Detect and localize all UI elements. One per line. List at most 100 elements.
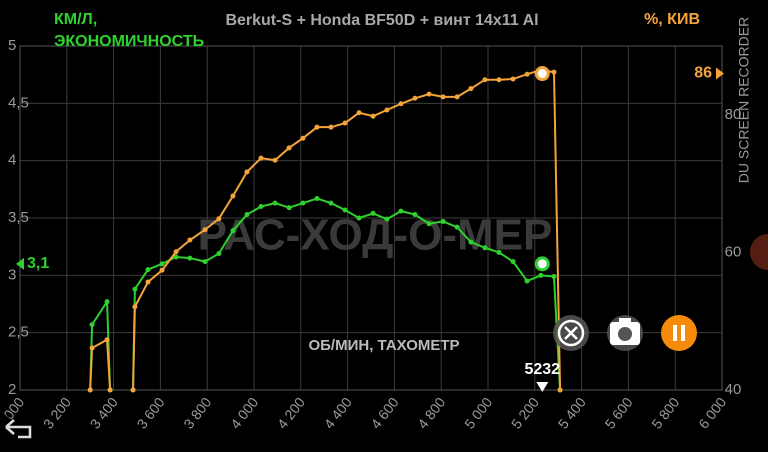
y-tick-label: 4,5 [8,94,29,111]
back-button[interactable] [5,419,32,439]
data-point [258,204,264,210]
data-point [328,200,334,206]
data-point [187,237,193,243]
data-point [496,249,502,255]
pause-bar [673,325,677,341]
data-point [551,273,557,279]
y-reading-arrow [16,257,24,270]
data-point [202,259,208,265]
data-point [244,169,250,175]
data-point [300,200,306,206]
data-point [89,322,95,328]
data-point [300,135,306,141]
camera-top [619,318,631,324]
data-point [132,286,138,292]
data-point [314,196,320,202]
data-point [384,216,390,222]
camera-lens [618,327,632,341]
data-point [440,218,446,224]
y2-tick-label: 80 [725,106,742,123]
close-button[interactable] [553,315,589,351]
data-point [482,77,488,83]
data-point [342,207,348,213]
cursor-label: 5232 [524,361,560,378]
data-point [551,69,557,75]
data-point [538,272,544,278]
x-axis-label: ОБ/МИН, ТАХОМЕТР [308,337,459,354]
data-point [159,267,165,273]
y2-reading-arrow [716,67,724,80]
data-point [187,255,193,261]
pause-bg [661,315,697,351]
data-point [145,267,151,273]
cursor-arrow [536,382,549,392]
data-point [104,337,110,343]
data-point [342,120,348,126]
data-point [272,200,278,206]
y2-reading-label: 86 [694,65,712,82]
data-point [286,205,292,211]
back-icon [5,419,32,439]
data-point [524,278,530,284]
data-point [244,212,250,218]
data-point [107,387,113,393]
data-point [356,215,362,221]
data-point [132,304,138,310]
data-point [230,193,236,199]
camera-button[interactable] [607,315,643,351]
recorder-bubble[interactable] [750,234,768,270]
data-point [496,77,502,83]
data-point [314,124,320,130]
y-tick-label: 3,5 [8,209,29,226]
data-point [258,155,264,161]
data-point [412,212,418,218]
plot: 5232 3,1 86 [16,65,724,393]
plot-frame [19,45,723,391]
data-point [398,101,404,107]
data-point [440,94,446,100]
data-point [202,227,208,233]
y-axis-label: КМ/Л, [54,11,97,28]
data-point [130,387,136,393]
data-point [104,299,110,305]
data-point [384,107,390,113]
data-point [454,94,460,100]
data-point [370,113,376,119]
y2-tick-label: 60 [725,243,742,260]
y-tick-label: 5 [8,37,16,54]
data-point [510,76,516,82]
data-point [557,387,563,393]
y-tick-label: 2,5 [8,324,29,341]
data-point [426,91,432,97]
pause-button[interactable] [661,315,697,351]
data-point [173,254,179,260]
recorder-label: DU SCREEN RECORDER [736,17,752,183]
data-point [328,124,334,130]
y-tick-label: 4 [8,152,16,169]
data-point [173,249,179,255]
y2-tick-label: 40 [725,381,742,398]
data-point [216,251,222,257]
data-point [482,245,488,251]
y-tick-label: 2 [8,381,16,398]
data-point [89,345,95,351]
data-point [468,239,474,245]
data-point [468,86,474,92]
data-point [412,95,418,101]
data-point [230,228,236,234]
cursor-point [534,66,550,82]
data-point [524,71,530,77]
data-point [426,221,432,227]
data-point [454,224,460,230]
data-point [286,145,292,151]
data-point [216,216,222,222]
data-point [398,208,404,214]
data-point [510,259,516,265]
y-reading-label: 3,1 [27,255,49,272]
data-point [145,279,151,285]
y2-axis-label: %, КИВ [644,11,700,28]
pause-bar [681,325,685,341]
close-ring [557,319,585,347]
